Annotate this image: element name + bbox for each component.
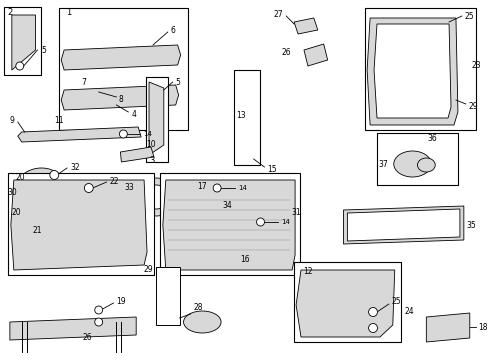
Text: 33: 33 <box>124 183 134 192</box>
Ellipse shape <box>14 168 68 216</box>
Circle shape <box>84 184 93 193</box>
Circle shape <box>16 62 23 70</box>
Text: 5: 5 <box>41 45 46 54</box>
Text: 12: 12 <box>303 266 312 275</box>
Text: 25: 25 <box>464 12 473 21</box>
Polygon shape <box>185 182 286 216</box>
Text: 7: 7 <box>81 77 85 86</box>
Polygon shape <box>18 127 141 142</box>
Text: 22: 22 <box>109 176 119 185</box>
Polygon shape <box>163 180 294 270</box>
Text: 2: 2 <box>7 8 13 17</box>
Text: 35: 35 <box>466 220 476 230</box>
Text: 23: 23 <box>471 60 480 69</box>
Circle shape <box>119 130 127 138</box>
Ellipse shape <box>141 185 170 209</box>
Text: 8: 8 <box>118 95 123 104</box>
Text: 34: 34 <box>222 201 231 210</box>
Polygon shape <box>11 180 147 270</box>
Bar <box>8 173 154 275</box>
Circle shape <box>213 184 221 192</box>
Text: 1: 1 <box>66 8 71 17</box>
Text: 36: 36 <box>427 134 436 143</box>
Ellipse shape <box>133 178 178 216</box>
Bar <box>233 70 259 165</box>
Ellipse shape <box>22 176 60 208</box>
Text: 17: 17 <box>197 181 206 190</box>
Ellipse shape <box>183 311 221 333</box>
Text: 31: 31 <box>290 207 300 216</box>
Polygon shape <box>293 18 317 34</box>
Polygon shape <box>192 186 281 214</box>
Text: 29: 29 <box>468 102 477 111</box>
Text: 14: 14 <box>237 185 246 191</box>
Bar <box>376 133 457 185</box>
Polygon shape <box>426 313 469 342</box>
Text: 5: 5 <box>175 77 180 86</box>
Text: 11: 11 <box>54 116 63 125</box>
Text: 6: 6 <box>170 26 175 35</box>
Polygon shape <box>10 317 136 340</box>
Text: 29: 29 <box>143 266 153 275</box>
Circle shape <box>95 306 102 314</box>
Bar <box>293 262 400 342</box>
Text: 21: 21 <box>33 225 42 234</box>
Text: 18: 18 <box>478 323 487 332</box>
Text: 14: 14 <box>143 131 152 137</box>
Bar <box>59 8 187 130</box>
Bar <box>365 8 475 130</box>
Text: 19: 19 <box>116 297 126 306</box>
Polygon shape <box>61 85 178 110</box>
Text: 30: 30 <box>7 188 17 197</box>
Text: 16: 16 <box>240 256 249 265</box>
Text: 26: 26 <box>281 48 290 57</box>
Ellipse shape <box>393 151 430 177</box>
Text: 28: 28 <box>193 303 203 312</box>
Polygon shape <box>12 15 36 70</box>
Text: 26: 26 <box>82 333 91 342</box>
Bar <box>4 7 41 75</box>
Circle shape <box>95 318 102 326</box>
Ellipse shape <box>417 158 434 172</box>
Bar <box>146 77 167 162</box>
Text: 3: 3 <box>149 156 154 165</box>
Text: 4: 4 <box>131 109 136 118</box>
Circle shape <box>256 218 264 226</box>
Polygon shape <box>373 24 450 118</box>
Bar <box>156 267 179 325</box>
Text: 10: 10 <box>146 140 155 149</box>
Text: 37: 37 <box>377 159 387 168</box>
Polygon shape <box>346 209 459 241</box>
Polygon shape <box>343 206 463 244</box>
Text: 13: 13 <box>236 111 245 120</box>
Polygon shape <box>120 147 154 162</box>
Circle shape <box>368 324 377 333</box>
Polygon shape <box>295 270 394 337</box>
Polygon shape <box>61 45 180 70</box>
Circle shape <box>368 307 377 316</box>
Text: 32: 32 <box>70 162 80 171</box>
Bar <box>160 173 300 275</box>
Polygon shape <box>366 18 457 125</box>
Polygon shape <box>149 82 163 155</box>
Text: 20: 20 <box>16 172 25 181</box>
Text: 27: 27 <box>273 9 283 18</box>
Polygon shape <box>304 44 327 66</box>
Text: 25: 25 <box>391 297 401 306</box>
Text: 14: 14 <box>281 219 289 225</box>
Text: 20: 20 <box>12 207 21 216</box>
Text: 24: 24 <box>404 307 413 316</box>
Text: 9: 9 <box>10 116 15 125</box>
Text: 15: 15 <box>267 165 277 174</box>
Circle shape <box>50 171 59 180</box>
